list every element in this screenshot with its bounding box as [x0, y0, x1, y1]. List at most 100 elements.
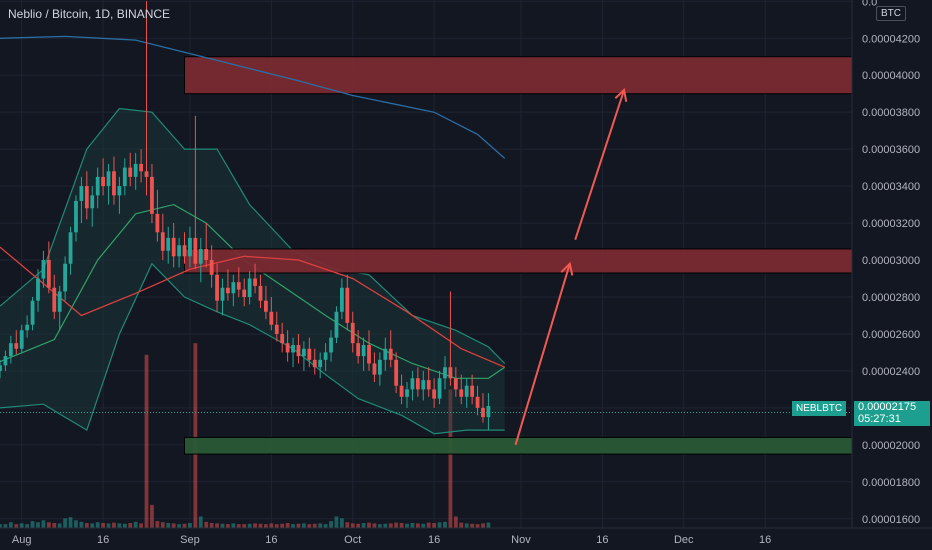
- volume-bar: [421, 523, 426, 528]
- candle-body: [312, 359, 317, 368]
- time-tick-label: Dec: [674, 534, 694, 546]
- volume-bar: [133, 521, 138, 528]
- volume-bar: [177, 524, 181, 528]
- volume-bar: [220, 523, 225, 528]
- arrow-head: [560, 261, 574, 276]
- volume-bar: [231, 523, 236, 528]
- volume-bar: [410, 522, 415, 528]
- volume-bar: [14, 524, 19, 528]
- price-tick-label: 0.00002000: [862, 440, 920, 452]
- price-tick-label: 0.00004000: [862, 70, 920, 82]
- candle-body: [323, 352, 328, 360]
- candle-body: [150, 176, 154, 214]
- volume-bar: [57, 523, 62, 528]
- candle-body: [258, 285, 263, 301]
- bar-countdown: 05:27:31: [858, 413, 901, 425]
- volume-bar: [394, 522, 399, 528]
- candle-body: [421, 380, 426, 390]
- projection-arrows: [514, 88, 628, 446]
- candle-body: [383, 348, 388, 360]
- last-price-value: 0.00002175: [858, 401, 917, 413]
- volume-bar: [52, 522, 57, 528]
- resistance-zone: [184, 248, 853, 274]
- price-tick-label: 0.00003000: [862, 255, 920, 267]
- candle-body: [334, 311, 339, 338]
- volume-bar: [285, 522, 290, 528]
- volume-bar: [258, 523, 263, 528]
- price-axis[interactable]: 0.0 0.00004200 0.00004000 0.00003800 0.00003…: [862, 0, 920, 526]
- volume-bar: [372, 523, 377, 528]
- candlesticks: [0, 1, 491, 431]
- candle-body: [356, 343, 361, 357]
- volume-bar: [193, 343, 198, 528]
- price-axis-background: [852, 0, 932, 528]
- candle-body: [269, 311, 274, 325]
- volume-bar: [486, 522, 491, 528]
- volume-bar: [453, 516, 458, 528]
- price-tick-label: 0.00003600: [862, 144, 920, 156]
- price-tick-label: 0.0: [862, 0, 877, 8]
- candle-body: [139, 163, 143, 172]
- volume-bar: [128, 522, 133, 528]
- candle-body: [264, 300, 268, 312]
- volume-bar: [144, 354, 149, 528]
- candle-body: [285, 343, 290, 353]
- volume-bar: [150, 504, 154, 528]
- volume-bar: [264, 524, 268, 528]
- price-tick-label: 0.00001600: [862, 514, 920, 526]
- time-tick-label: 16: [428, 534, 440, 546]
- candle-body: [8, 343, 13, 357]
- candle-body: [144, 171, 149, 177]
- volume-bar: [117, 523, 122, 528]
- volume-bar: [46, 522, 51, 528]
- moving-average-red: [0, 246, 505, 368]
- candle-body: [291, 345, 295, 353]
- volume-bar: [122, 523, 127, 528]
- volume-bar: [106, 523, 111, 528]
- price-tick-label: 0.00003200: [862, 218, 920, 230]
- candle-body: [155, 213, 160, 233]
- candle-body: [350, 322, 355, 344]
- candle-body: [14, 343, 19, 349]
- time-tick-label: 16: [97, 534, 109, 546]
- volume-bar: [209, 522, 214, 528]
- candle-body: [177, 245, 181, 257]
- volume-bar: [437, 522, 442, 528]
- volume-bar: [415, 523, 420, 528]
- time-tick-label: 16: [596, 534, 608, 546]
- last-price-tag: 0.00002175 05:27:31: [854, 401, 930, 426]
- candle-body: [19, 330, 24, 349]
- volume-bar: [155, 521, 160, 528]
- candle-body: [410, 378, 415, 390]
- volume-bar: [8, 522, 13, 528]
- volume-bar: [312, 523, 317, 528]
- volume-bar: [182, 523, 187, 528]
- candle-body: [84, 186, 89, 209]
- candle-body: [74, 200, 78, 233]
- candle-body: [415, 378, 420, 390]
- chart-title: Neblio / Bitcoin, 1D, BINANCE: [8, 7, 171, 21]
- arrow-line: [514, 263, 571, 446]
- volume-bar: [242, 524, 247, 528]
- bollinger-lower-line: [0, 262, 505, 435]
- candle-body: [68, 232, 73, 264]
- time-tick-label: 16: [759, 534, 771, 546]
- price-tick-label: 0.00002800: [862, 292, 920, 304]
- candle-body: [198, 248, 203, 264]
- volume-bar: [356, 523, 361, 528]
- volume-bar: [280, 523, 285, 528]
- volume-bar: [388, 523, 393, 528]
- volume-bar: [405, 523, 409, 528]
- volume-bar: [247, 523, 252, 528]
- volume-bar: [90, 523, 95, 528]
- time-tick-label: Sep: [180, 534, 200, 546]
- resistance-zone: [184, 56, 853, 95]
- currency-button[interactable]: BTC: [876, 6, 906, 21]
- volume-bar: [475, 524, 480, 528]
- time-axis[interactable]: Aug 16 Sep 16 Oct 16 Nov 16 Dec 16: [12, 534, 771, 546]
- volume-bar: [432, 522, 437, 528]
- candle-body: [399, 385, 404, 397]
- volume-bar: [19, 523, 24, 528]
- volume-bar: [0, 524, 2, 528]
